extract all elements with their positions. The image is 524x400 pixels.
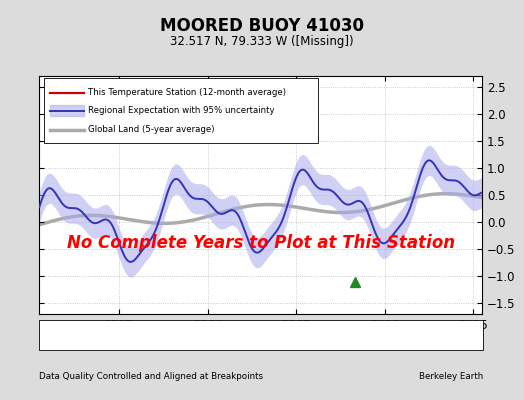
Text: Regional Expectation with 95% uncertainty: Regional Expectation with 95% uncertaint… [88, 106, 275, 115]
Text: Empirical Break: Empirical Break [392, 330, 464, 340]
Text: Record Gap: Record Gap [175, 330, 228, 340]
Text: MOORED BUOY 41030: MOORED BUOY 41030 [160, 17, 364, 35]
Text: No Complete Years to Plot at This Station: No Complete Years to Plot at This Statio… [67, 234, 455, 252]
Text: 32.517 N, 79.333 W ([Missing]): 32.517 N, 79.333 W ([Missing]) [170, 36, 354, 48]
Text: Berkeley Earth: Berkeley Earth [419, 372, 483, 381]
Text: This Temperature Station (12-month average): This Temperature Station (12-month avera… [88, 88, 286, 97]
Text: Station Move: Station Move [64, 330, 124, 340]
Text: Data Quality Controlled and Aligned at Breakpoints: Data Quality Controlled and Aligned at B… [39, 372, 264, 381]
Text: Time of Obs. Change: Time of Obs. Change [286, 330, 380, 340]
Bar [43, 78, 318, 143]
Text: Global Land (5-year average): Global Land (5-year average) [88, 125, 214, 134]
